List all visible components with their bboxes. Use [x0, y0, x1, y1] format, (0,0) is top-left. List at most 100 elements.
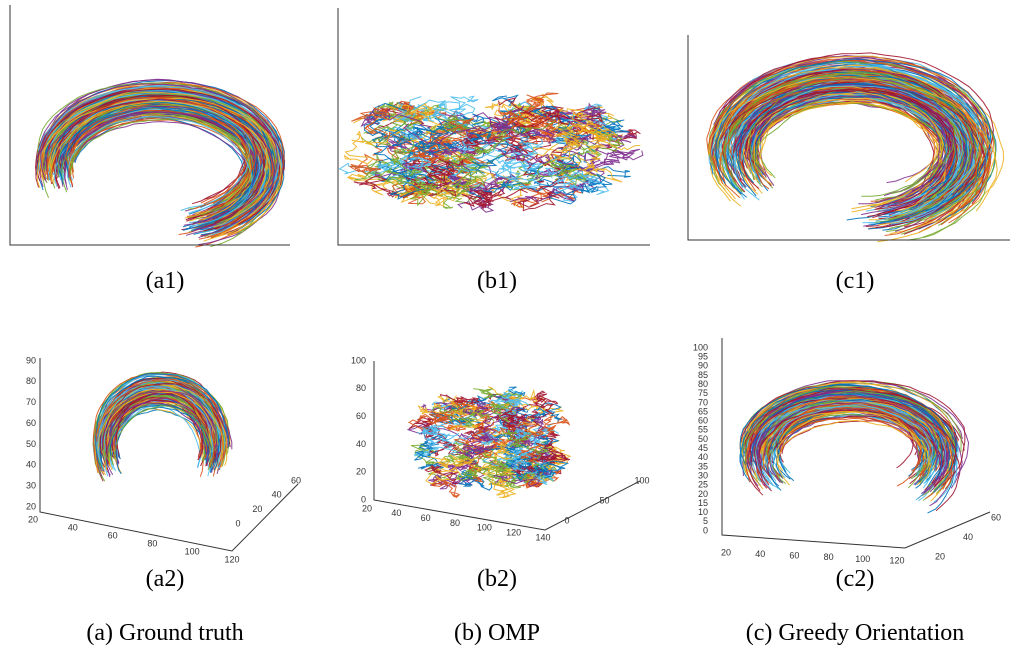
- fiber: [39, 84, 280, 222]
- axis-a2: [39, 358, 299, 552]
- fiber: [418, 433, 448, 452]
- z-tick-label: 20: [356, 467, 366, 477]
- fiber: [73, 114, 252, 221]
- fiber: [390, 126, 450, 154]
- fiber: [473, 120, 556, 155]
- fiber: [98, 388, 224, 468]
- caption: (a) Ground truth: [86, 620, 243, 646]
- x-tick-label: 80: [450, 518, 460, 528]
- fiber: [759, 95, 940, 198]
- fiber: [106, 402, 208, 476]
- z-tick-label: 90: [26, 355, 36, 365]
- fiber-layer: [34, 52, 1005, 514]
- fiber: [777, 401, 923, 474]
- z-tick-label: 30: [698, 470, 708, 480]
- x-tick-label: 60: [108, 530, 118, 540]
- fiber: [725, 61, 980, 216]
- fiber: [65, 96, 257, 210]
- fiber: [589, 107, 630, 136]
- z-tick-label: 60: [356, 411, 366, 421]
- fiber: [403, 177, 479, 207]
- z-tick-label: 65: [698, 406, 708, 416]
- y-tick-label: 0: [235, 518, 240, 528]
- fiber: [466, 421, 498, 456]
- fiber: [426, 455, 479, 469]
- axis-b1: [337, 8, 650, 246]
- caption: (b) OMP: [454, 620, 540, 646]
- fiber: [776, 410, 930, 472]
- fiber: [714, 58, 991, 223]
- axis-c2: [721, 338, 991, 549]
- fiber: [778, 406, 922, 476]
- fiber: [739, 384, 957, 493]
- fiber: [751, 101, 954, 219]
- fiber: [486, 132, 551, 166]
- fiber: [114, 405, 211, 460]
- fiber: [493, 398, 530, 407]
- fiber: [755, 90, 958, 198]
- x-tick-label: 100: [477, 523, 492, 533]
- x-tick-label: 40: [391, 508, 401, 518]
- fiber: [739, 389, 954, 483]
- fiber: [112, 399, 202, 472]
- fiber: [472, 112, 528, 138]
- axis-a1: [9, 5, 290, 246]
- z-tick-label: 0: [361, 494, 366, 504]
- fiber: [744, 390, 955, 468]
- fiber: [780, 416, 927, 477]
- fiber: [724, 86, 978, 236]
- x-tick-label: 40: [755, 549, 765, 559]
- fiber: [434, 101, 476, 151]
- fiber: [469, 130, 509, 171]
- fiber: [516, 92, 559, 122]
- fiber: [757, 89, 949, 184]
- x-tick-label: 60: [421, 513, 431, 523]
- fiber: [424, 465, 459, 485]
- fiber: [503, 449, 534, 464]
- fiber: [40, 83, 278, 216]
- fiber: [447, 409, 495, 428]
- y-tick-label: 0: [564, 515, 569, 525]
- caption: (c) Greedy Orientation: [746, 620, 965, 646]
- fiber: [95, 373, 230, 465]
- fiber: [503, 133, 544, 172]
- fiber: [498, 107, 531, 128]
- y-tick-label: 60: [991, 512, 1001, 522]
- z-tick-label: 90: [698, 361, 708, 371]
- fiber: [745, 396, 954, 490]
- fiber: [353, 175, 416, 199]
- z-tick-label: 20: [26, 501, 36, 511]
- x-tick-label: 120: [506, 528, 521, 538]
- fiber: [553, 171, 600, 192]
- axes: [9, 5, 1010, 552]
- fiber: [421, 423, 454, 449]
- fiber: [451, 434, 485, 455]
- fiber: [95, 378, 224, 467]
- fiber: [50, 100, 271, 220]
- fiber: [56, 99, 260, 208]
- axis-c1: [687, 35, 1010, 241]
- x-tick-label: 60: [789, 551, 799, 561]
- z-tick-label: 40: [26, 460, 36, 470]
- z-tick-label: 5: [703, 516, 708, 526]
- fiber: [405, 150, 445, 167]
- fiber: [343, 129, 401, 165]
- fiber: [113, 405, 201, 467]
- z-tick-label: 20: [698, 489, 708, 499]
- x-tick-label: 140: [535, 532, 550, 542]
- z-tick-label: 40: [356, 439, 366, 449]
- fiber: [757, 401, 941, 465]
- fiber: [535, 430, 564, 457]
- fiber: [719, 79, 991, 216]
- fiber: [430, 476, 461, 499]
- fiber: [747, 82, 968, 197]
- fiber: [536, 160, 587, 186]
- fiber: [506, 427, 537, 447]
- fiber: [749, 75, 955, 194]
- panel-label: (c1): [836, 268, 875, 294]
- fiber: [558, 148, 640, 184]
- fiber: [426, 159, 467, 181]
- fiber: [391, 135, 423, 178]
- fiber: [69, 115, 251, 216]
